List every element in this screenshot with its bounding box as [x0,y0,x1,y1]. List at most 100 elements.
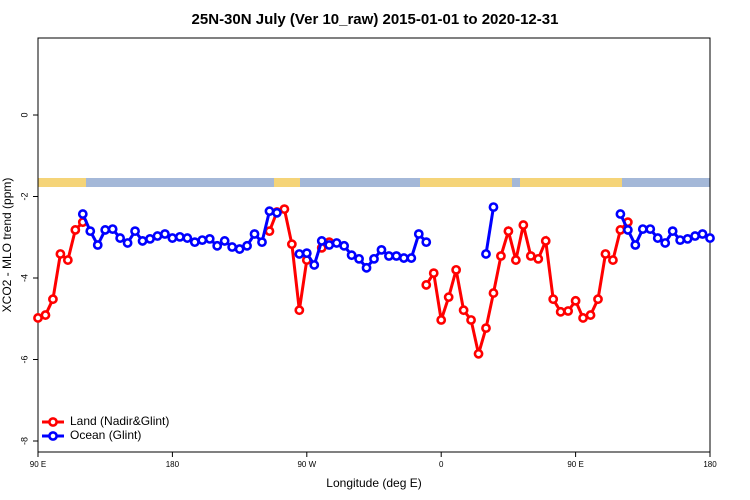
data-point [234,244,245,254]
series-line [424,221,629,355]
data-point [466,315,476,325]
data-point [398,253,409,263]
data-point [540,236,551,246]
data-point [316,236,327,246]
land-strip [520,178,622,187]
data-point [212,240,223,251]
data-point [481,323,491,334]
data-point [100,225,111,235]
data-point [122,238,133,248]
data-point [555,306,566,317]
data-point [189,237,200,248]
data-point [369,253,379,264]
data-point [160,229,170,239]
data-point [40,310,51,320]
legend-marker [48,417,58,427]
x-tick-label: 180 [166,460,180,469]
data-point [443,292,454,303]
x-tick-label: 90 E [30,460,46,469]
data-point [48,294,58,305]
data-point [503,226,514,237]
x-tick-label: 90 E [567,460,583,469]
data-point [107,224,118,235]
data-point [496,251,506,261]
x-tick-label: 90 W [297,460,316,469]
data-point [645,224,656,235]
data-point [92,240,103,250]
data-point [525,251,536,261]
data-point [615,209,626,219]
data-point [600,249,611,259]
data-point [563,306,574,316]
land-strip [420,178,512,187]
y-tick-label: -6 [19,355,29,363]
data-point [361,262,372,273]
data-point [421,280,432,290]
data-point [436,315,447,325]
x-tick-label: 0 [439,460,444,469]
data-point [130,226,140,237]
data-point [301,248,312,259]
data-point [145,233,155,244]
data-point [85,226,96,237]
data-point [204,233,215,244]
data-point [309,260,320,270]
data-point [219,236,230,246]
data-point [331,238,342,248]
data-point [55,249,66,259]
data-point [33,313,43,323]
land-mask [38,178,710,187]
data-point [548,294,559,305]
x-axis-label: Longitude (deg E) [326,476,421,490]
x-tick-label: 180 [703,460,717,469]
data-point [264,226,275,237]
legend-label: Ocean (Glint) [70,428,141,442]
data-point [690,231,700,241]
data-point [249,229,260,239]
plot-frame [37,37,711,453]
data-point [391,251,402,261]
data-point [406,253,417,263]
data-point [660,238,671,248]
data-point [622,225,633,235]
data-point [294,305,305,316]
y-tick-label: -4 [19,274,29,282]
data-point [294,249,305,259]
data-point [697,229,708,239]
data-point [518,220,529,230]
data-point [286,239,297,250]
data-point [451,264,462,275]
legend-marker [48,431,58,441]
data-point [167,233,178,243]
data-point [630,240,641,250]
land-strip [38,178,86,187]
data-point [257,237,267,248]
data-point [652,233,663,243]
data-point [324,240,335,250]
data-point [481,249,491,259]
data-point [152,231,163,241]
data-point [533,253,544,264]
land-strip [274,178,300,187]
y-axis-label: XCO2 - MLO trend (ppm) [0,178,14,313]
data-point [70,225,81,235]
data-point [384,251,394,261]
data-point [272,207,282,218]
data-point [421,237,432,248]
data-point [593,294,603,305]
data-point [705,233,715,243]
data-point [354,253,364,264]
data-point [264,206,275,217]
data-point [473,348,484,359]
data-point [488,202,499,213]
data-point [62,255,73,265]
y-tick-label: -8 [19,437,29,445]
series-line [484,206,495,255]
data-point [675,235,686,246]
data-point [279,204,290,215]
data-point [242,240,252,251]
data-point [578,313,588,323]
data-point [339,240,350,251]
data-point [608,255,618,265]
y-tick-label: -2 [19,193,29,201]
